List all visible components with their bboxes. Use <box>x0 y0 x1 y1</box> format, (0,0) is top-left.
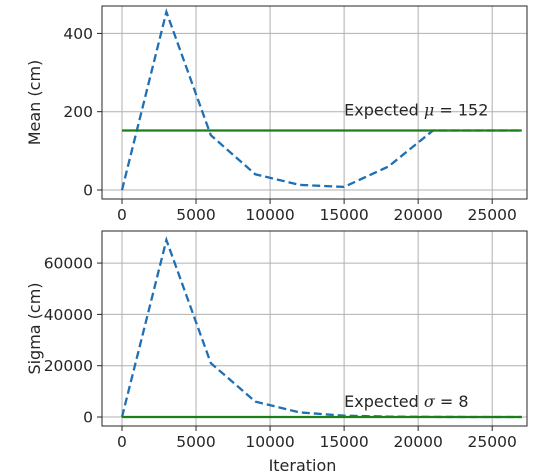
mean-x-tick-label: 10000 <box>245 206 294 224</box>
mean-x-tick-label: 20000 <box>394 206 443 224</box>
mean-grid <box>102 6 527 199</box>
sigma-x-tick-label: 0 <box>117 433 127 451</box>
mean-annotation: Expected μ = 152 <box>344 101 488 120</box>
sigma-y-tick-label: 60000 <box>44 255 93 273</box>
sigma-series-group <box>120 236 522 419</box>
sigma-x-tick-label: 10000 <box>245 433 294 451</box>
mean-x-tick-label: 15000 <box>319 206 368 224</box>
sigma-x-tick-label: 15000 <box>319 433 368 451</box>
mean-y-tick-label: 400 <box>63 25 93 43</box>
x-axis-label: Iteration <box>269 456 337 475</box>
mean-x-tick-label: 0 <box>117 206 127 224</box>
sigma-panel: 0 5000 10000 15000 20000 25000 0 20000 40000 6000… <box>25 230 528 475</box>
sigma-x-tick-label: 5000 <box>176 433 215 451</box>
mean-series-group <box>120 7 522 191</box>
mean-y-tick-label: 0 <box>83 181 93 199</box>
sigma-y-axis-label: Sigma (cm) <box>25 282 44 374</box>
mean-panel: 0 5000 10000 15000 20000 25000 0 200 400 Expecte… <box>25 5 528 224</box>
sigma-annotation: Expected σ = 8 <box>344 392 468 411</box>
mean-x-tick-label: 5000 <box>176 206 215 224</box>
mean-y-tick-label: 200 <box>63 103 93 121</box>
mean-x-tick-label: 25000 <box>468 206 517 224</box>
mean-y-axis-label: Mean (cm) <box>25 60 44 146</box>
sigma-y-tick-label: 40000 <box>44 306 93 324</box>
mean-ticks: 0 5000 10000 15000 20000 25000 0 200 400 <box>63 25 516 224</box>
sigma-axes-frame <box>101 230 528 427</box>
sigma-y-tick-label: 20000 <box>44 357 93 375</box>
sigma-estimate-line <box>120 236 522 419</box>
sigma-x-tick-label: 25000 <box>468 433 517 451</box>
mean-axes-frame <box>101 5 528 200</box>
sigma-ticks: 0 5000 10000 15000 20000 25000 0 20000 40000 6000… <box>44 255 517 451</box>
sigma-x-tick-label: 20000 <box>394 433 443 451</box>
sigma-y-tick-label: 0 <box>83 409 93 427</box>
